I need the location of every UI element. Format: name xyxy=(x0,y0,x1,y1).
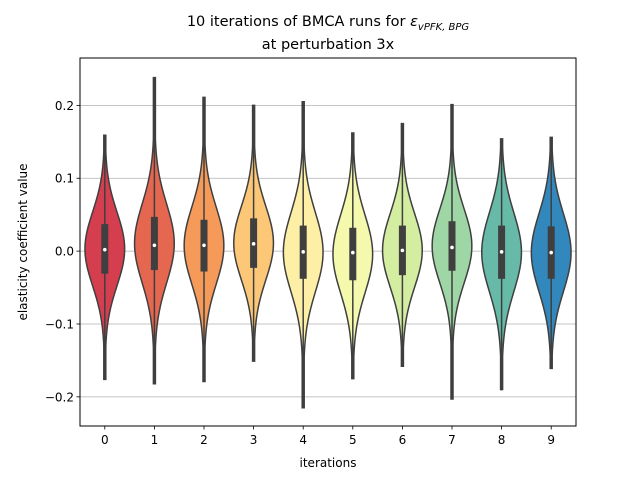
box-markers xyxy=(101,77,555,408)
violin-box xyxy=(150,216,158,271)
x-tick-label: 5 xyxy=(349,433,357,447)
chart-title: 10 iterations of BMCA runs for εvPFK, BP… xyxy=(187,14,470,33)
x-tick-label: 2 xyxy=(200,433,208,447)
y-tick-label: −0.2 xyxy=(45,390,74,404)
x-tick-label: 8 xyxy=(498,433,506,447)
x-tick-label: 6 xyxy=(399,433,407,447)
y-tick-label: 0.0 xyxy=(55,245,74,259)
violin-median xyxy=(251,242,256,246)
x-tick-label: 3 xyxy=(250,433,258,447)
violin-median xyxy=(301,250,306,254)
y-axis: −0.2 −0.1 0.0 0.1 0.2 xyxy=(45,99,80,404)
x-tick-label: 4 xyxy=(299,433,307,447)
chart-subtitle: at perturbation 3x xyxy=(262,37,395,53)
y-tick-label: 0.1 xyxy=(55,172,74,186)
x-axis: 0 1 2 3 4 5 6 7 8 9 xyxy=(101,426,555,447)
violin-median xyxy=(351,250,355,255)
plot-frame xyxy=(79,57,577,427)
violin-median xyxy=(400,248,405,253)
x-tick-label: 9 xyxy=(547,433,555,447)
x-tick-label: 7 xyxy=(448,433,456,447)
violin-median xyxy=(202,243,206,248)
violin-median xyxy=(152,243,157,248)
y-tick-label: −0.1 xyxy=(45,317,74,331)
x-tick-label: 1 xyxy=(151,433,159,447)
violin-median xyxy=(103,247,107,252)
x-axis-label: iterations xyxy=(300,456,357,470)
violin-median xyxy=(450,245,454,250)
y-tick-label: 0.2 xyxy=(55,99,74,113)
y-axis-label: elasticity coefficient value xyxy=(16,163,30,320)
title-epsilon: ε xyxy=(410,14,418,30)
violin-median xyxy=(499,250,504,254)
title-subscript: vPFK, BPG xyxy=(418,22,470,33)
violin-median xyxy=(549,250,553,255)
x-tick-label: 0 xyxy=(101,433,109,447)
